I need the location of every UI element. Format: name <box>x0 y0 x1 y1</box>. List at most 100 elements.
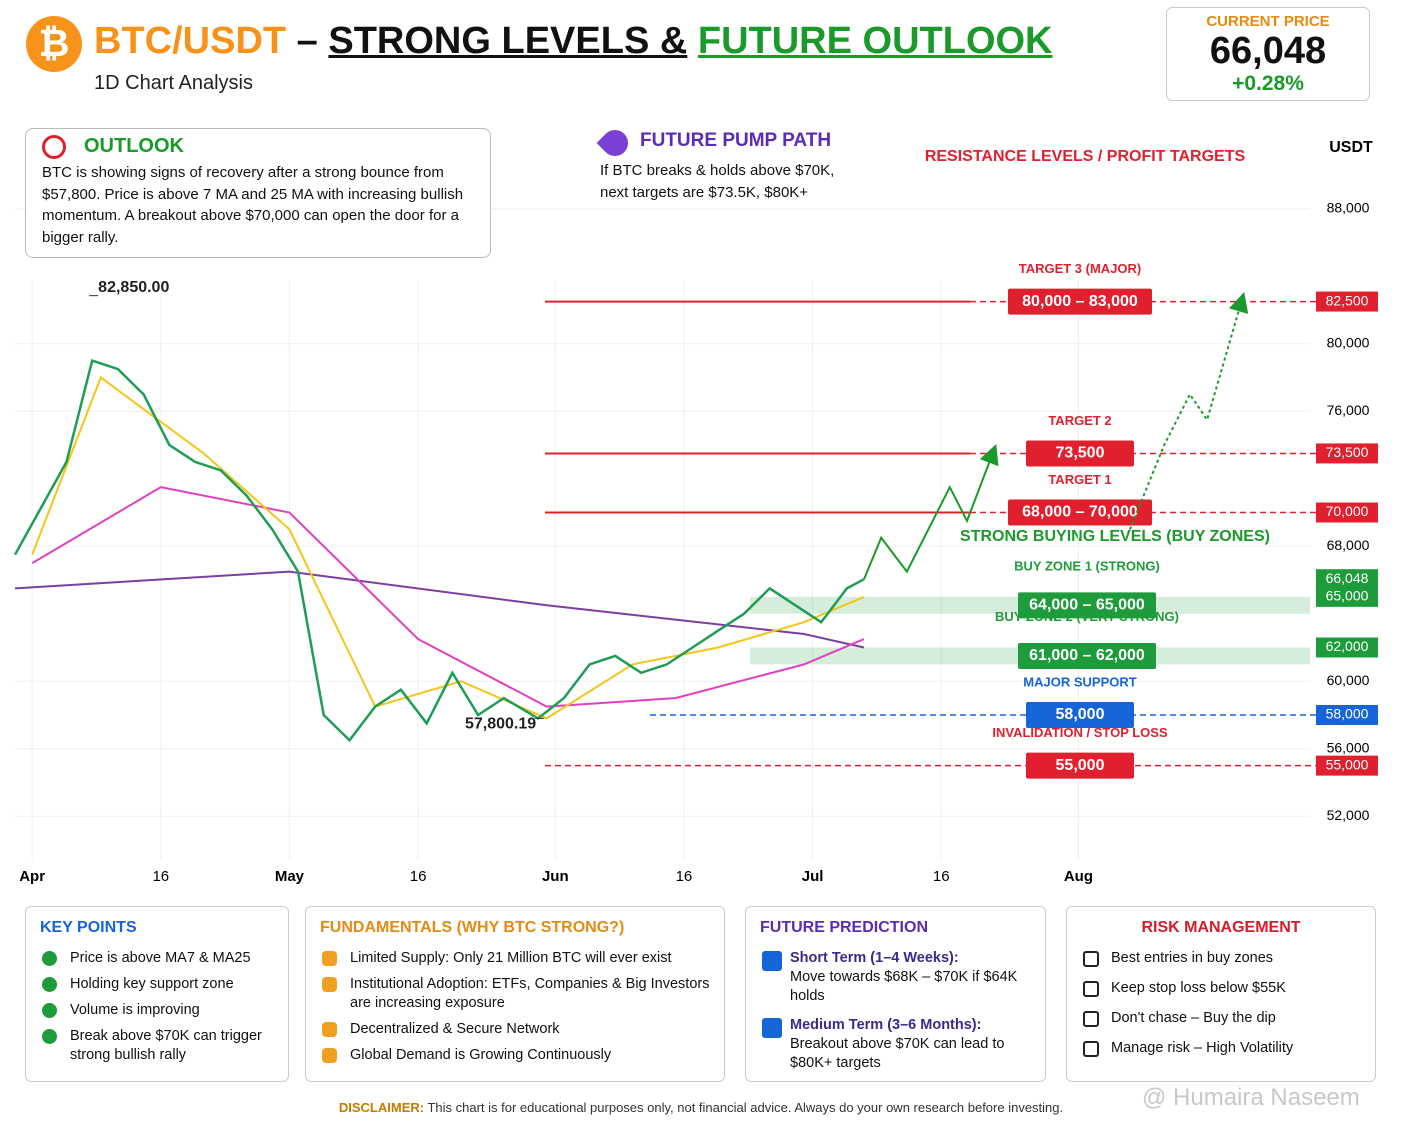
title-dash: – <box>296 20 318 62</box>
panel-title: RISK MANAGEMENT <box>1141 919 1301 936</box>
watermark: @ Humaira Naseem <box>1142 1084 1360 1111</box>
annotation-label: 82,850.00 <box>98 279 169 296</box>
pump-box: FUTURE PUMP PATH If BTC breaks & holds a… <box>596 124 834 204</box>
y-tick-label: 60,000 <box>1327 672 1370 688</box>
y-tick-label: 56,000 <box>1327 739 1370 755</box>
price-box: CURRENT PRICE 66,048 +0.28% <box>1166 7 1370 101</box>
zone-name: BUY ZONE 1 (STRONG) <box>1014 558 1160 573</box>
panel-item: Institutional Adoption: ETFs, Companies … <box>320 975 710 1013</box>
item-text: Move towards $68K – $70K if $64K holds <box>790 969 1018 1004</box>
series-line <box>13 358 865 743</box>
title-pair: BTC/USDT <box>94 20 287 62</box>
level-badge-label: 55,000 <box>1326 756 1369 772</box>
x-tick-label: Aug <box>1064 868 1093 885</box>
panel-item: Limited Supply: Only 21 Million BTC will… <box>320 949 710 968</box>
x-tick-label: 16 <box>933 868 950 885</box>
level-range: 68,000 – 70,000 <box>1022 504 1138 521</box>
outlook-icon <box>42 135 66 159</box>
y-tick-label: 80,000 <box>1327 334 1370 350</box>
item-head: Medium Term (3–6 Months): <box>790 1017 982 1033</box>
current-badge-label: 66,048 <box>1326 570 1369 586</box>
title-outlook: FUTURE OUTLOOK <box>697 20 1053 62</box>
outlook-text: BTC is showing signs of recovery after a… <box>42 164 464 246</box>
level-range: 80,000 – 83,000 <box>1022 293 1138 310</box>
panel-item: Keep stop loss below $55K <box>1081 979 1361 998</box>
level-box <box>1008 288 1152 315</box>
panel-title: FUTURE PREDICTION <box>760 919 928 936</box>
zone-name: BUY ZONE 2 (VERY STRONG) <box>995 609 1179 624</box>
panel-list: Best entries in buy zones Keep stop loss … <box>1081 949 1361 1058</box>
panel-item: Medium Term (3–6 Months): Breakout above … <box>760 1016 1031 1073</box>
panel-list: Short Term (1–4 Weeks): Move towards $68K… <box>760 949 1031 1073</box>
resistance-title: RESISTANCE LEVELS / PROFIT TARGETS <box>925 148 1246 165</box>
level-badge-label: 82,500 <box>1326 292 1369 308</box>
title-levels: STRONG LEVELS & <box>328 20 688 62</box>
series-line <box>14 570 865 649</box>
disclaimer-label: DISCLAIMER: <box>338 1100 425 1115</box>
zone-box <box>1018 592 1156 619</box>
logo: ₿ <box>26 16 82 72</box>
panel-item: Price is above MA7 & MA25 <box>40 949 274 968</box>
x-tick-label: 16 <box>410 868 427 885</box>
zone-box <box>1018 642 1156 669</box>
price-change: +0.28% <box>1232 72 1304 95</box>
y-tick-label: 52,000 <box>1327 807 1370 823</box>
panel: KEY POINTS Price is above MA7 & MA25 Holdi… <box>25 906 289 1082</box>
panel-list: Limited Supply: Only 21 Million BTC will… <box>320 949 710 1065</box>
panel: RISK MANAGEMENT Best entries in buy zones… <box>1066 906 1376 1082</box>
item-head: Short Term (1–4 Weeks): <box>790 950 959 966</box>
annotation-label: 57,800.19 <box>465 716 536 733</box>
zone-badge-label: 62,000 <box>1326 638 1369 654</box>
disclaimer: DISCLAIMER: This chart is for educationa… <box>0 1100 1402 1115</box>
level-range: 73,500 <box>1056 445 1105 462</box>
disclaimer-text: This chart is for educational purposes o… <box>427 1100 1064 1115</box>
panel-item: Manage risk – High Volatility <box>1081 1039 1361 1058</box>
pump-text: If BTC breaks & holds above $70K, next ta… <box>600 160 834 204</box>
price-label: CURRENT PRICE <box>1206 13 1330 30</box>
pump-title: FUTURE PUMP PATH <box>640 130 832 151</box>
x-tick-label: Jun <box>542 868 569 885</box>
panel-item: Holding key support zone <box>40 975 274 994</box>
x-tick-label: Jul <box>802 868 824 885</box>
level-name: TARGET 2 <box>1048 413 1111 428</box>
series-line <box>31 486 865 708</box>
panel-item: Break above $70K can trigger strong bull… <box>40 1027 274 1065</box>
panel-item: Volume is improving <box>40 1001 274 1020</box>
level-badge <box>1316 443 1378 464</box>
level-name: INVALIDATION / STOP LOSS <box>992 725 1168 740</box>
level-box <box>1026 702 1134 728</box>
level-box <box>1008 499 1152 526</box>
panel-item: Don't chase – Buy the dip <box>1081 1009 1361 1028</box>
pump-line: next targets are $73.5K, $80K+ <box>600 184 809 201</box>
level-range: 58,000 <box>1056 706 1105 723</box>
unit-label: USDT <box>1329 139 1373 156</box>
buy-title: STRONG BUYING LEVELS (BUY ZONES) <box>960 528 1270 545</box>
item-text: Breakout above $70K can lead to $80K+ ta… <box>790 1036 1005 1071</box>
zone-badge <box>1316 637 1378 658</box>
title: BTC/USDT – STRONG LEVELS & FUTURE OUTLOO… <box>94 20 1053 63</box>
panel-item: Short Term (1–4 Weeks): Move towards $68K… <box>760 949 1031 1006</box>
y-tick-label: 76,000 <box>1327 402 1370 418</box>
x-tick-label: May <box>275 868 305 885</box>
panel-item: Best entries in buy zones <box>1081 949 1361 968</box>
panel-title: FUNDAMENTALS (WHY BTC STRONG?) <box>320 919 625 936</box>
level-badge-label: 58,000 <box>1326 706 1369 722</box>
panel-list: Price is above MA7 & MA25 Holding key sup… <box>40 949 274 1065</box>
price: 66,048 <box>1209 30 1327 72</box>
x-tick-label: 16 <box>676 868 693 885</box>
zone-badge <box>1316 586 1378 607</box>
x-tick-label: Apr <box>19 868 45 885</box>
level-name: MAJOR SUPPORT <box>1023 674 1136 689</box>
series-line <box>1128 291 1249 530</box>
panel-item: Global Demand is Growing Continuously <box>320 1046 710 1065</box>
level-badge <box>1316 502 1378 523</box>
level-badge <box>1316 755 1378 776</box>
level-range: 55,000 <box>1056 757 1105 774</box>
series-line <box>31 375 865 720</box>
x-tick-label: 16 <box>152 868 169 885</box>
level-name: TARGET 3 (MAJOR) <box>1019 261 1142 276</box>
series-line <box>863 444 999 580</box>
panel: FUTURE PREDICTION Short Term (1–4 Weeks):… <box>745 906 1046 1082</box>
level-badge-label: 73,500 <box>1326 444 1369 460</box>
